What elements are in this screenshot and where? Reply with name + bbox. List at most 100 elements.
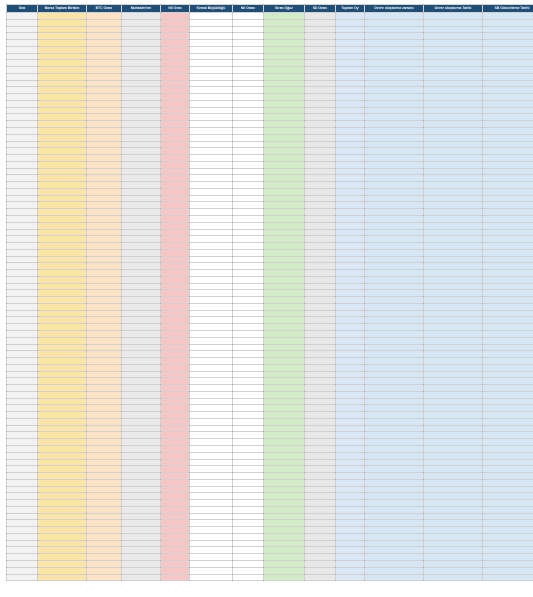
table-cell[interactable] bbox=[121, 147, 161, 156]
table-cell[interactable] bbox=[160, 417, 190, 426]
header-cell[interactable]: Siran Oğuz bbox=[263, 4, 305, 13]
table-cell[interactable] bbox=[86, 539, 122, 548]
table-cell[interactable] bbox=[37, 431, 87, 440]
table-cell[interactable] bbox=[364, 404, 424, 413]
table-cell[interactable] bbox=[364, 553, 424, 561]
table-cell[interactable] bbox=[6, 79, 38, 88]
table-cell[interactable] bbox=[37, 86, 87, 95]
table-cell[interactable] bbox=[121, 343, 161, 352]
table-cell[interactable] bbox=[232, 573, 264, 582]
table-cell[interactable] bbox=[482, 478, 533, 487]
table-cell[interactable] bbox=[482, 505, 533, 514]
table-cell[interactable] bbox=[86, 573, 122, 582]
table-cell[interactable] bbox=[121, 181, 161, 189]
table-cell[interactable] bbox=[6, 32, 38, 41]
table-cell[interactable] bbox=[6, 106, 38, 115]
table-cell[interactable] bbox=[335, 113, 365, 122]
table-cell[interactable] bbox=[482, 363, 533, 372]
table-cell[interactable] bbox=[304, 512, 336, 521]
table-cell[interactable] bbox=[232, 99, 264, 108]
table-cell[interactable] bbox=[364, 66, 424, 74]
table-cell[interactable] bbox=[121, 350, 161, 359]
table-cell[interactable] bbox=[263, 52, 305, 61]
table-cell[interactable] bbox=[263, 546, 305, 555]
table-cell[interactable] bbox=[37, 573, 87, 582]
table-cell[interactable] bbox=[6, 275, 38, 284]
table-cell[interactable] bbox=[482, 187, 533, 196]
table-cell[interactable] bbox=[6, 140, 38, 149]
table-cell[interactable] bbox=[189, 93, 233, 101]
table-cell[interactable] bbox=[160, 248, 190, 257]
table-cell[interactable] bbox=[37, 330, 87, 338]
table-cell[interactable] bbox=[189, 18, 233, 27]
table-cell[interactable] bbox=[482, 32, 533, 41]
table-cell[interactable] bbox=[304, 573, 336, 582]
table-cell[interactable] bbox=[482, 553, 533, 561]
table-cell[interactable] bbox=[304, 431, 336, 440]
table-cell[interactable] bbox=[482, 424, 533, 433]
table-cell[interactable] bbox=[335, 12, 365, 20]
table-cell[interactable] bbox=[189, 174, 233, 183]
table-cell[interactable] bbox=[335, 350, 365, 359]
table-cell[interactable] bbox=[364, 201, 424, 210]
table-cell[interactable] bbox=[37, 438, 87, 446]
table-cell[interactable] bbox=[189, 52, 233, 61]
table-cell[interactable] bbox=[232, 357, 264, 365]
table-cell[interactable] bbox=[121, 167, 161, 176]
table-cell[interactable] bbox=[263, 66, 305, 74]
table-cell[interactable] bbox=[160, 438, 190, 446]
table-cell[interactable] bbox=[232, 275, 264, 284]
table-cell[interactable] bbox=[482, 275, 533, 284]
table-cell[interactable] bbox=[335, 323, 365, 331]
table-cell[interactable] bbox=[335, 478, 365, 487]
table-cell[interactable] bbox=[304, 282, 336, 291]
table-cell[interactable] bbox=[189, 282, 233, 291]
table-cell[interactable] bbox=[482, 221, 533, 230]
table-cell[interactable] bbox=[423, 370, 483, 379]
table-cell[interactable] bbox=[482, 72, 533, 81]
table-cell[interactable] bbox=[263, 512, 305, 521]
table-cell[interactable] bbox=[37, 492, 87, 501]
table-cell[interactable] bbox=[335, 512, 365, 521]
table-cell[interactable] bbox=[160, 357, 190, 365]
table-cell[interactable] bbox=[364, 546, 424, 555]
table-cell[interactable] bbox=[304, 296, 336, 304]
table-cell[interactable] bbox=[160, 228, 190, 237]
table-cell[interactable] bbox=[482, 397, 533, 406]
table-cell[interactable] bbox=[423, 120, 483, 128]
table-cell[interactable] bbox=[482, 492, 533, 501]
table-cell[interactable] bbox=[121, 370, 161, 379]
table-cell[interactable] bbox=[304, 45, 336, 54]
table-cell[interactable] bbox=[263, 221, 305, 230]
table-cell[interactable] bbox=[121, 553, 161, 561]
table-cell[interactable] bbox=[263, 472, 305, 480]
table-cell[interactable] bbox=[160, 445, 190, 453]
table-cell[interactable] bbox=[37, 343, 87, 352]
table-cell[interactable] bbox=[189, 472, 233, 480]
table-cell[interactable] bbox=[364, 194, 424, 203]
table-cell[interactable] bbox=[160, 221, 190, 230]
table-cell[interactable] bbox=[160, 330, 190, 338]
table-cell[interactable] bbox=[86, 106, 122, 115]
table-cell[interactable] bbox=[6, 445, 38, 453]
table-cell[interactable] bbox=[37, 350, 87, 359]
table-cell[interactable] bbox=[482, 140, 533, 149]
table-cell[interactable] bbox=[304, 214, 336, 223]
table-cell[interactable] bbox=[335, 560, 365, 568]
table-cell[interactable] bbox=[160, 343, 190, 352]
table-cell[interactable] bbox=[121, 384, 161, 392]
table-cell[interactable] bbox=[37, 404, 87, 413]
table-cell[interactable] bbox=[482, 323, 533, 331]
table-cell[interactable] bbox=[263, 499, 305, 507]
table-cell[interactable] bbox=[482, 526, 533, 534]
table-cell[interactable] bbox=[189, 478, 233, 487]
table-cell[interactable] bbox=[304, 93, 336, 101]
table-cell[interactable] bbox=[160, 214, 190, 223]
table-cell[interactable] bbox=[37, 45, 87, 54]
table-cell[interactable] bbox=[232, 431, 264, 440]
table-cell[interactable] bbox=[37, 39, 87, 47]
table-cell[interactable] bbox=[86, 154, 122, 162]
table-cell[interactable] bbox=[364, 235, 424, 244]
table-cell[interactable] bbox=[304, 275, 336, 284]
table-cell[interactable] bbox=[232, 72, 264, 81]
